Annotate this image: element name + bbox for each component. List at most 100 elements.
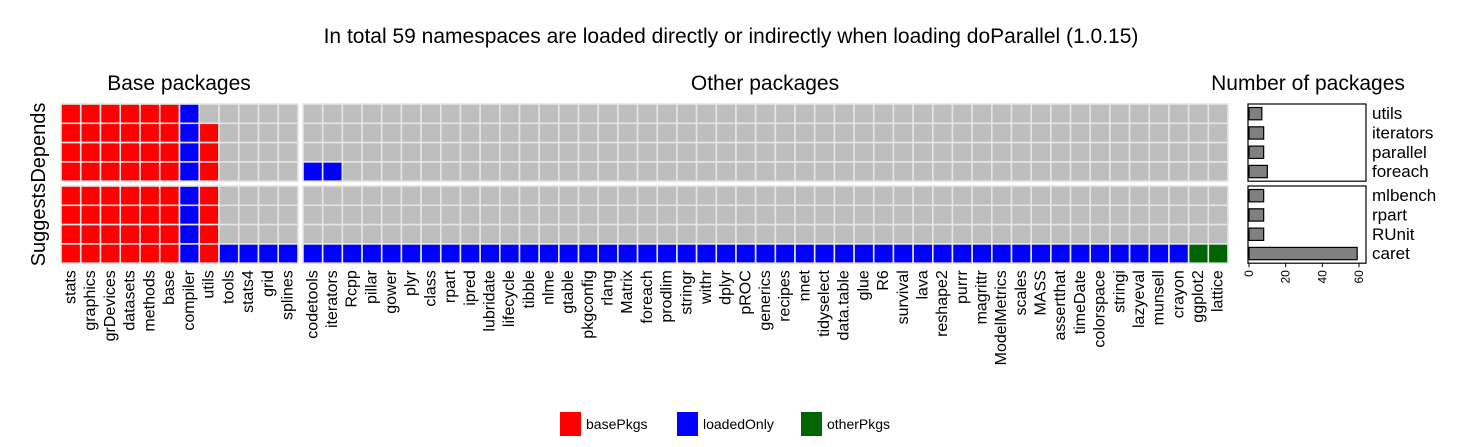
other-cell-parallel-nnet	[794, 141, 816, 163]
other-column-label: R6	[875, 270, 892, 291]
other-cell-iterators-rlang	[597, 122, 619, 144]
other-cell-RUnit-lava	[912, 223, 934, 245]
other-column-label: tidyselect	[816, 270, 833, 337]
other-cell-rpart-glue	[853, 204, 875, 226]
other-cell-foreach-pROC	[735, 161, 757, 182]
other-cell-iterators-ModelMetrics	[991, 122, 1013, 144]
other-cell-rpart-munsell	[1148, 204, 1170, 226]
other-cell-foreach-plyr	[400, 161, 422, 182]
other-cell-mlbench-foreach	[636, 185, 659, 207]
row-label: parallel	[1372, 143, 1427, 162]
base-cell-utils-stats	[60, 103, 82, 125]
other-cell-mlbench-scales	[1010, 185, 1032, 207]
other-cell-caret-iterators	[321, 243, 344, 264]
other-cell-iterators-codetools	[302, 122, 324, 144]
other-cell-parallel-dplyr	[715, 141, 737, 163]
other-cell-utils-Matrix	[617, 103, 639, 125]
base-cell-rpart-methods	[139, 204, 161, 226]
other-cell-utils-withr	[695, 103, 718, 125]
other-cell-rpart-ggplot2	[1187, 204, 1210, 226]
base-cell-RUnit-datasets	[119, 223, 141, 245]
base-cell-rpart-utils	[198, 204, 220, 226]
other-cell-caret-Matrix	[617, 243, 639, 264]
other-column-label: rlang	[600, 270, 617, 306]
other-cell-RUnit-assertthat	[1050, 223, 1072, 245]
other-cell-caret-crayon	[1168, 243, 1190, 264]
base-cell-mlbench-stats	[60, 185, 82, 207]
base-cell-mlbench-utils	[198, 185, 220, 207]
other-cell-parallel-MASS	[1030, 141, 1052, 163]
other-cell-utils-assertthat	[1050, 103, 1072, 125]
other-cell-parallel-stringi	[1109, 141, 1131, 163]
other-cell-caret-ModelMetrics	[991, 243, 1013, 264]
other-cell-foreach-lava	[912, 161, 934, 182]
other-cell-parallel-data.table	[833, 141, 855, 163]
base-cell-iterators-grid	[257, 122, 280, 144]
other-cell-foreach-lubridate	[479, 161, 501, 182]
other-cell-rpart-tidyselect	[813, 204, 836, 226]
other-cell-rpart-codetools	[302, 204, 324, 226]
other-cell-parallel-generics	[754, 141, 777, 163]
other-cell-foreach-gower	[380, 161, 403, 182]
other-cell-caret-rpart	[439, 243, 462, 264]
other-cell-foreach-lattice	[1207, 161, 1229, 182]
other-cell-iterators-pROC	[735, 122, 757, 144]
other-column-label: codetools	[304, 270, 321, 339]
other-cell-mlbench-pillar	[361, 185, 383, 207]
other-cell-foreach-recipes	[774, 161, 796, 182]
other-cell-mlbench-data.table	[833, 185, 855, 207]
other-cell-rpart-foreach	[636, 204, 659, 226]
other-cell-parallel-purrr	[951, 141, 973, 163]
other-cell-RUnit-magrittr	[971, 223, 993, 245]
other-cell-parallel-ggplot2	[1187, 141, 1210, 163]
base-cell-caret-methods	[139, 243, 161, 264]
other-cell-RUnit-gower	[380, 223, 403, 245]
base-column-label: methods	[141, 270, 158, 331]
other-cell-caret-tidyselect	[813, 243, 836, 264]
base-cell-caret-datasets	[119, 243, 141, 264]
base-cell-foreach-datasets	[119, 161, 141, 182]
other-cell-utils-R6	[872, 103, 895, 125]
other-cell-rpart-gower	[380, 204, 403, 226]
other-cell-parallel-reshape2	[931, 141, 954, 163]
other-cell-RUnit-lazyeval	[1128, 223, 1151, 245]
other-cell-iterators-recipes	[774, 122, 796, 144]
other-cell-foreach-magrittr	[971, 161, 993, 182]
other-cell-iterators-ipred	[459, 122, 481, 144]
base-cell-mlbench-grDevices	[99, 185, 122, 207]
other-cell-foreach-gtable	[558, 161, 580, 182]
other-cell-caret-gtable	[558, 243, 580, 264]
other-cell-rpart-assertthat	[1050, 204, 1072, 226]
other-cell-iterators-Matrix	[617, 122, 639, 144]
other-cell-rpart-MASS	[1030, 204, 1052, 226]
other-cell-mlbench-munsell	[1148, 185, 1170, 207]
other-cell-RUnit-prodlim	[656, 223, 678, 245]
base-cell-parallel-compiler	[178, 141, 201, 163]
other-cell-utils-data.table	[833, 103, 855, 125]
base-cell-utils-grDevices	[99, 103, 122, 125]
other-cell-RUnit-tidyselect	[813, 223, 836, 245]
other-cell-caret-ggplot2	[1187, 243, 1210, 264]
other-cell-RUnit-nnet	[794, 223, 816, 245]
other-cell-RUnit-crayon	[1168, 223, 1190, 245]
other-cell-iterators-class	[420, 122, 442, 144]
other-cell-mlbench-magrittr	[971, 185, 993, 207]
other-cell-parallel-lifecycle	[499, 141, 521, 163]
other-cell-rpart-rlang	[597, 204, 619, 226]
base-cell-utils-datasets	[119, 103, 141, 125]
legend-label-otherPkgs: otherPkgs	[827, 416, 890, 432]
other-cell-parallel-munsell	[1148, 141, 1170, 163]
other-cell-parallel-tibble	[518, 141, 540, 163]
other-cell-utils-magrittr	[971, 103, 993, 125]
other-cell-rpart-data.table	[833, 204, 855, 226]
other-cell-utils-pROC	[735, 103, 757, 125]
other-cell-utils-lazyeval	[1128, 103, 1151, 125]
other-cell-mlbench-lifecycle	[499, 185, 521, 207]
other-cell-caret-lifecycle	[499, 243, 521, 264]
other-cell-mlbench-purrr	[951, 185, 973, 207]
other-cell-foreach-rlang	[597, 161, 619, 182]
base-cell-rpart-splines	[277, 204, 299, 226]
other-cell-RUnit-codetools	[302, 223, 324, 245]
other-cell-rpart-lifecycle	[499, 204, 521, 226]
other-cell-caret-purrr	[951, 243, 973, 264]
